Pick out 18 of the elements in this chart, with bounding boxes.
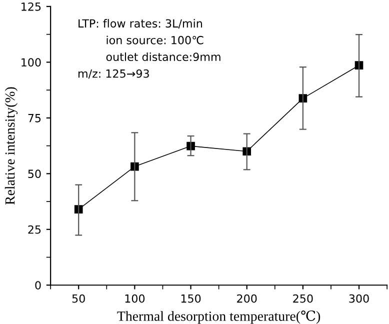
y-tick-label: 0 bbox=[35, 281, 41, 290]
y-tick-label: 100 bbox=[22, 58, 41, 67]
y-tick-label: 125 bbox=[22, 2, 41, 11]
y-axis-title: Relative intensity(%) bbox=[4, 87, 18, 205]
x-tick-label: 50 bbox=[72, 294, 85, 303]
y-tick-label: 75 bbox=[28, 114, 41, 122]
x-tick-label: 200 bbox=[237, 294, 257, 303]
annotation: m/z: 125→93 bbox=[78, 69, 149, 79]
annotation: LTP: flow rates: 3L/min bbox=[78, 19, 202, 28]
x-tick-label: 100 bbox=[125, 294, 145, 303]
annotation: outlet distance:9mm bbox=[106, 52, 220, 62]
x-axis-title: Thermal desorption temperature(℃) bbox=[117, 310, 320, 324]
x-tick-label: 300 bbox=[349, 294, 369, 303]
annotation: ion source: 100℃ bbox=[106, 36, 204, 44]
x-tick-label: 150 bbox=[181, 294, 201, 303]
x-tick-label: 250 bbox=[293, 294, 313, 303]
y-tick-label: 50 bbox=[28, 170, 41, 178]
y-tick-label: 25 bbox=[28, 225, 41, 234]
